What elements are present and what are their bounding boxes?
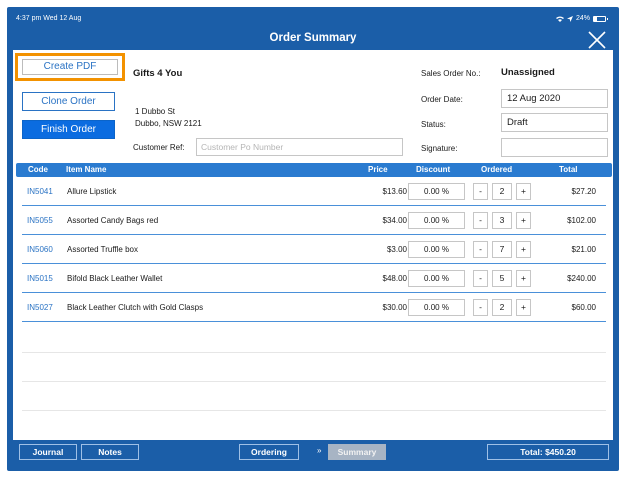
- quantity-field[interactable]: 3: [492, 212, 512, 229]
- item-price: $13.60: [382, 187, 407, 196]
- increment-button[interactable]: +: [516, 270, 531, 287]
- table-row[interactable]: IN5027 Black Leather Clutch with Gold Cl…: [22, 293, 606, 322]
- status-bar: 4:37 pm Wed 12 Aug 24%: [10, 10, 616, 28]
- notes-button[interactable]: Notes: [81, 444, 139, 460]
- title-bar: Order Summary: [10, 28, 616, 50]
- increment-button[interactable]: +: [516, 183, 531, 200]
- wifi-icon: [555, 16, 564, 22]
- status-field[interactable]: Draft: [501, 113, 608, 132]
- create-pdf-button[interactable]: Create PDF: [15, 53, 125, 81]
- summary-button[interactable]: Summary: [328, 444, 386, 460]
- decrement-button[interactable]: -: [473, 183, 488, 200]
- item-code-link[interactable]: IN5041: [27, 187, 53, 196]
- discount-field[interactable]: 0.00 %: [408, 241, 465, 258]
- quantity-field[interactable]: 2: [492, 299, 512, 316]
- order-total-button[interactable]: Total: $450.20: [487, 444, 609, 460]
- page-title: Order Summary: [269, 32, 357, 44]
- item-total: $21.00: [571, 245, 596, 254]
- quantity-field[interactable]: 2: [492, 183, 512, 200]
- quantity-stepper: - 2 +: [473, 299, 532, 316]
- close-icon[interactable]: [587, 30, 607, 50]
- battery-percent: 24%: [575, 15, 590, 22]
- item-total: $102.00: [567, 216, 596, 225]
- item-name: Bifold Black Leather Wallet: [67, 274, 163, 283]
- increment-button[interactable]: +: [516, 212, 531, 229]
- empty-row-divider: [22, 352, 606, 353]
- decrement-button[interactable]: -: [473, 299, 488, 316]
- quantity-stepper: - 5 +: [473, 270, 532, 287]
- col-item-name: Item Name: [66, 165, 107, 174]
- breadcrumb-separator: »: [317, 446, 322, 455]
- journal-button[interactable]: Journal: [19, 444, 77, 460]
- customer-address-line2: Dubbo, NSW 2121: [135, 119, 202, 128]
- finish-order-button[interactable]: Finish Order: [22, 120, 115, 139]
- empty-row-divider: [22, 381, 606, 382]
- table-header: Code Item Name Price Discount Ordered To…: [16, 163, 612, 177]
- item-name: Allure Lipstick: [67, 187, 117, 196]
- item-name: Black Leather Clutch with Gold Clasps: [67, 303, 204, 312]
- col-discount: Discount: [416, 165, 451, 174]
- item-price: $34.00: [382, 216, 407, 225]
- quantity-stepper: - 7 +: [473, 241, 532, 258]
- discount-field[interactable]: 0.00 %: [408, 270, 465, 287]
- quantity-stepper: - 2 +: [473, 183, 532, 200]
- status-label: Status:: [421, 120, 446, 129]
- item-price: $3.00: [386, 245, 407, 254]
- ordering-button[interactable]: Ordering: [239, 444, 299, 460]
- discount-field[interactable]: 0.00 %: [408, 212, 465, 229]
- status-time: 4:37 pm Wed 12 Aug: [16, 15, 82, 22]
- signature-label: Signature:: [421, 144, 458, 153]
- device-frame: 4:37 pm Wed 12 Aug 24% Order Summary Cre…: [7, 7, 619, 471]
- item-price: $30.00: [382, 303, 407, 312]
- sales-order-value: Unassigned: [501, 67, 555, 78]
- table-row[interactable]: IN5041 Allure Lipstick $13.60 0.00 % - 2…: [22, 177, 606, 206]
- col-ordered: Ordered: [481, 165, 513, 174]
- order-content: Create PDF Clone Order Finish Order Gift…: [13, 50, 613, 440]
- increment-button[interactable]: +: [516, 299, 531, 316]
- order-date-field[interactable]: 12 Aug 2020: [501, 89, 608, 108]
- increment-button[interactable]: +: [516, 241, 531, 258]
- discount-field[interactable]: 0.00 %: [408, 299, 465, 316]
- create-pdf-label: Create PDF: [22, 59, 118, 75]
- customer-ref-input[interactable]: [196, 138, 403, 156]
- decrement-button[interactable]: -: [473, 270, 488, 287]
- item-code-link[interactable]: IN5015: [27, 274, 53, 283]
- decrement-button[interactable]: -: [473, 212, 488, 229]
- col-total: Total: [559, 165, 578, 174]
- item-code-link[interactable]: IN5055: [27, 216, 53, 225]
- item-name: Assorted Candy Bags red: [67, 216, 159, 225]
- location-arrow-icon: [566, 15, 573, 22]
- quantity-field[interactable]: 7: [492, 241, 512, 258]
- col-price: Price: [368, 165, 388, 174]
- signature-field[interactable]: [501, 138, 608, 157]
- sales-order-label: Sales Order No.:: [421, 69, 481, 78]
- order-date-label: Order Date:: [421, 95, 463, 104]
- quantity-field[interactable]: 5: [492, 270, 512, 287]
- table-row[interactable]: IN5060 Assorted Truffle box $3.00 0.00 %…: [22, 235, 606, 264]
- table-row[interactable]: IN5055 Assorted Candy Bags red $34.00 0.…: [22, 206, 606, 235]
- col-code: Code: [28, 165, 48, 174]
- app-screen: 4:37 pm Wed 12 Aug 24% Order Summary Cre…: [10, 10, 616, 468]
- item-code-link[interactable]: IN5027: [27, 303, 53, 312]
- clone-order-button[interactable]: Clone Order: [22, 92, 115, 111]
- discount-field[interactable]: 0.00 %: [408, 183, 465, 200]
- battery-icon: [593, 15, 608, 22]
- item-code-link[interactable]: IN5060: [27, 245, 53, 254]
- item-total: $27.20: [571, 187, 596, 196]
- footer-bar: Journal Notes Ordering » Summary Total: …: [13, 440, 613, 462]
- status-icons: 24%: [555, 15, 608, 22]
- customer-address-line1: 1 Dubbo St: [135, 107, 176, 116]
- quantity-stepper: - 3 +: [473, 212, 532, 229]
- empty-row-divider: [22, 410, 606, 411]
- item-price: $48.00: [382, 274, 407, 283]
- table-row[interactable]: IN5015 Bifold Black Leather Wallet $48.0…: [22, 264, 606, 293]
- item-total: $60.00: [571, 303, 596, 312]
- item-name: Assorted Truffle box: [67, 245, 138, 254]
- decrement-button[interactable]: -: [473, 241, 488, 258]
- item-total: $240.00: [567, 274, 596, 283]
- customer-ref-label: Customer Ref:: [133, 143, 185, 152]
- customer-name: Gifts 4 You: [133, 68, 183, 79]
